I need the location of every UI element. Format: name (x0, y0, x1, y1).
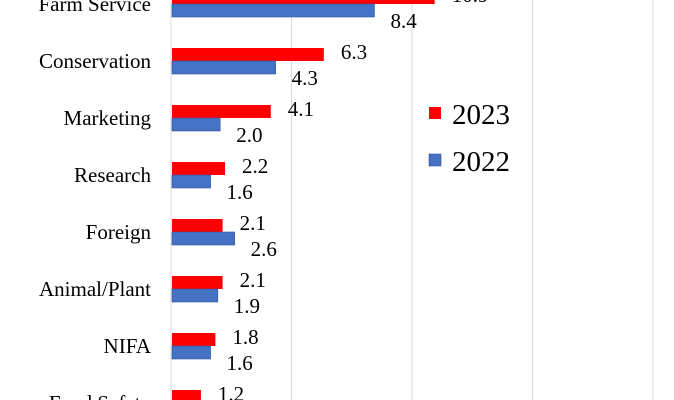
bar-2023-conservation (172, 48, 324, 61)
bar-2023-foreign (172, 219, 223, 232)
value-label-2022-marketing: 2.0 (236, 123, 262, 147)
legend-swatch-2023 (429, 107, 441, 119)
bar-2023-food-safety (172, 390, 201, 400)
bar-2023-farm-service (172, 0, 435, 4)
value-label-2022-conservation: 4.3 (292, 66, 318, 90)
value-label-2022-foreign: 2.6 (251, 237, 277, 261)
value-label-2023-conservation: 6.3 (341, 40, 367, 64)
category-label-food-safety: Food Safety (49, 391, 152, 400)
category-label-animal-plant: Animal/Plant (39, 277, 151, 301)
gridlines (170, 0, 654, 400)
category-label-research: Research (74, 163, 151, 187)
category-label-foreign: Foreign (86, 220, 152, 244)
bars (171, 0, 435, 400)
legend-label-2022: 2022 (452, 146, 510, 178)
value-label-2023-foreign: 2.1 (240, 211, 266, 235)
category-label-marketing: Marketing (64, 106, 152, 130)
bar-2023-marketing (172, 105, 271, 118)
bar-2022-animal-plant (171, 288, 219, 303)
legend-swatch-2022 (428, 153, 442, 167)
bar-2022-research (171, 174, 211, 189)
value-label-2022-research: 1.6 (227, 180, 253, 204)
bar-2022-farm-service (171, 3, 375, 18)
bar-2022-conservation (171, 60, 276, 75)
value-labels: 10.98.46.34.34.12.02.21.62.12.62.11.91.8… (218, 0, 489, 400)
category-label-nifa: NIFA (104, 334, 152, 358)
value-label-2023-research: 2.2 (242, 154, 268, 178)
value-label-2023-food-safety: 1.2 (218, 382, 244, 400)
value-label-2023-nifa: 1.8 (232, 325, 258, 349)
value-label-2022-farm-service: 8.4 (390, 9, 417, 33)
legend-label-2023: 2023 (452, 99, 510, 131)
category-label-conservation: Conservation (39, 49, 151, 73)
bar-2022-foreign (171, 231, 235, 246)
value-label-2023-marketing: 4.1 (288, 97, 314, 121)
bar-2022-nifa (171, 345, 211, 360)
value-label-2023-farm-service: 10.9 (452, 0, 489, 7)
bar-2023-animal-plant (172, 276, 223, 289)
category-labels: Farm Service Conservation Marketing Researc… (38, 0, 151, 400)
legend: 2023 2022 (428, 99, 510, 178)
value-label-2022-nifa: 1.6 (227, 351, 253, 375)
bar-2022-marketing (171, 117, 221, 132)
value-label-2023-animal-plant: 2.1 (240, 268, 266, 292)
category-label-farm-service: Farm Service (38, 0, 151, 16)
bar-2023-research (172, 162, 226, 175)
value-label-2022-animal-plant: 1.9 (234, 294, 260, 318)
bar-2023-nifa (172, 333, 216, 346)
